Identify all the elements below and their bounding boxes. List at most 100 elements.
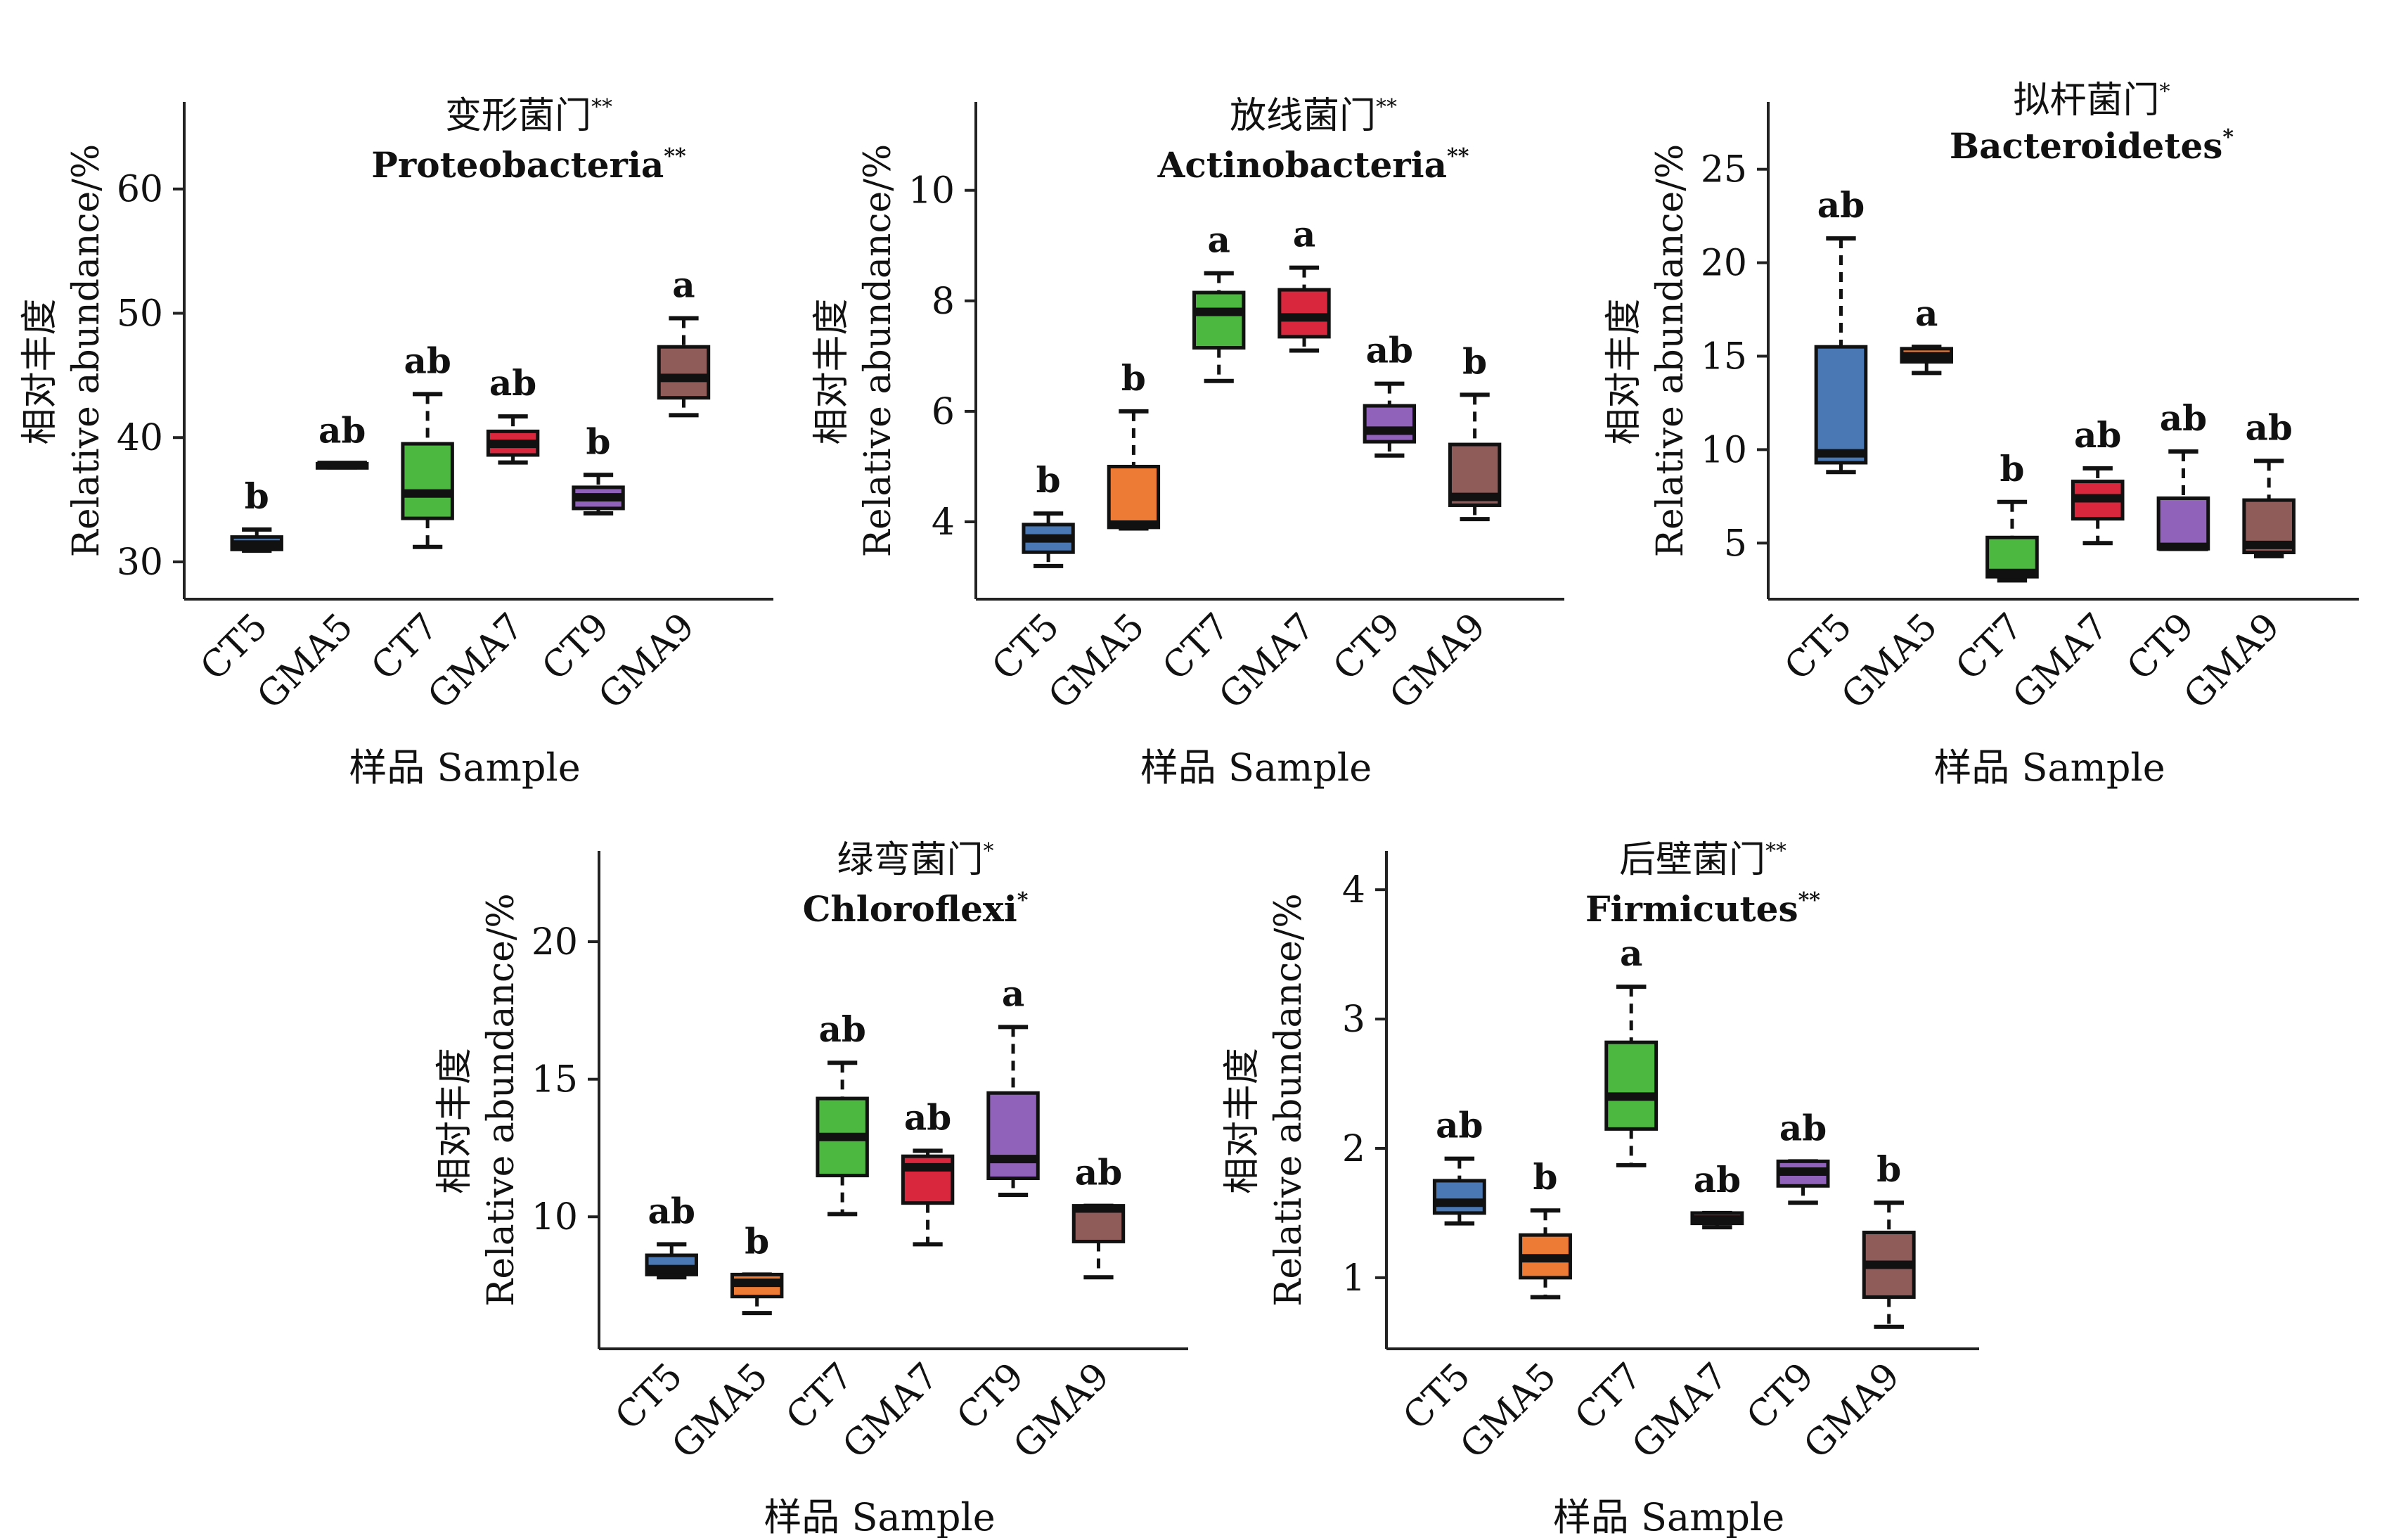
box-ct9: a [986, 973, 1040, 1197]
y-axis-title-en: Relative abundance/% [1268, 893, 1310, 1307]
box-ct9: ab [1776, 1107, 1830, 1205]
y-tick-label: 15 [1701, 335, 1747, 378]
box-body [1107, 464, 1161, 530]
box-gma7: ab [901, 1096, 955, 1247]
box-body [1604, 1040, 1659, 1131]
y-tick-label: 5 [1724, 523, 1747, 565]
box-ct5: b [1022, 459, 1075, 568]
x-tick-label: GMA5 [664, 1355, 775, 1467]
box-ct7: ab [816, 1008, 869, 1217]
x-tick-label: GMA9 [1005, 1355, 1117, 1467]
significance-letter: b [1533, 1156, 1558, 1198]
box-ct7: ab [401, 340, 454, 549]
significance-letter: a [1915, 293, 1938, 334]
box-gma7: a [1277, 214, 1331, 353]
significance-mark: ** [1765, 839, 1786, 864]
y-tick-label: 15 [532, 1059, 578, 1101]
panel-firmicutes: 1 2 3 4 Relative abundance/%相对丰度 后壁菌门** Firmic… [1221, 839, 1979, 1538]
box-body [1432, 1179, 1486, 1215]
y-axis-title-cn: 相对丰度 [434, 1048, 476, 1194]
x-tick-label: GMA7 [2004, 605, 2116, 717]
panel-title-en: Firmicutes** [1585, 888, 1820, 930]
y-tick-label: 60 [117, 169, 163, 211]
panel-title-en: Actinobacteria** [1157, 144, 1469, 186]
panel-title-cn: 拟杆菌门* [2013, 79, 2170, 122]
significance-mark: * [2160, 79, 2170, 104]
box-body [986, 1091, 1040, 1180]
box-ct5: b [230, 475, 283, 553]
significance-letter: a [1002, 973, 1024, 1014]
x-tick-label: GMA9 [2176, 605, 2288, 717]
significance-letter: ab [1779, 1107, 1827, 1148]
y-tick-label: 3 [1342, 999, 1365, 1041]
significance-mark: * [1017, 888, 1029, 913]
y-tick-label: 10 [908, 170, 955, 212]
significance-letter: ab [318, 409, 366, 451]
significance-letter: b [1121, 357, 1146, 399]
box-gma5: b [1107, 357, 1161, 531]
box-gma7: ab [486, 362, 540, 465]
x-tick-label: GMA5 [1041, 605, 1152, 717]
significance-letter: a [1208, 219, 1230, 261]
significance-letter: ab [1366, 330, 1413, 371]
significance-mark: ** [591, 95, 612, 120]
significance-letter: b [1462, 340, 1487, 382]
x-axis-title: 样品 Sample [349, 745, 580, 790]
y-tick-label: 10 [1701, 429, 1747, 471]
y-axis-title-en: Relative abundance/% [857, 144, 899, 558]
y-tick-label: 6 [932, 391, 955, 433]
x-axis-title: 样品 Sample [1553, 1495, 1784, 1538]
box-gma9: ab [2242, 406, 2296, 558]
x-tick-label: GMA5 [249, 605, 361, 717]
significance-letter: ab [1436, 1105, 1483, 1146]
box-gma7: ab [2071, 414, 2125, 546]
significance-mark: ** [1798, 888, 1821, 913]
box-gma5: a [1900, 293, 1954, 376]
x-tick-label: GMA7 [420, 605, 532, 717]
y-tick-label: 10 [532, 1196, 578, 1238]
x-tick-label: GMA9 [1796, 1355, 1908, 1467]
significance-mark: * [984, 839, 994, 864]
box-ct7: a [1192, 219, 1246, 383]
box-body [2156, 496, 2210, 551]
significance-mark: ** [1376, 95, 1397, 120]
significance-letter: a [1293, 214, 1315, 255]
x-tick-label: GMA5 [1453, 1355, 1564, 1467]
significance-letter: ab [489, 362, 536, 404]
significance-letter: ab [1075, 1152, 1122, 1193]
y-axis-title-en: Relative abundance/% [480, 893, 522, 1307]
significance-letter: b [1036, 459, 1061, 501]
y-axis-title-cn: 相对丰度 [19, 298, 61, 444]
y-axis-title-cn: 相对丰度 [811, 298, 853, 444]
significance-letter: ab [818, 1008, 865, 1050]
significance-letter: b [2000, 448, 2024, 489]
y-axis-title-en: Relative abundance/% [1649, 144, 1692, 558]
y-tick-label: 30 [117, 541, 163, 584]
x-tick-label: GMA7 [835, 1355, 946, 1467]
y-tick-label: 25 [1701, 149, 1747, 191]
significance-letter: ab [1694, 1159, 1741, 1200]
significance-letter: ab [648, 1190, 695, 1231]
significance-letter: ab [404, 340, 451, 381]
box-body [1363, 404, 1417, 444]
box-ct9: ab [2156, 397, 2210, 551]
box-body [401, 442, 454, 520]
panel-title-cn: 变形菌门** [445, 95, 612, 137]
box-gma5: ab [315, 409, 369, 470]
panel-title-en: Bacteroidetes* [1950, 125, 2234, 167]
significance-letter: b [586, 421, 611, 462]
box-body [657, 345, 711, 400]
significance-mark: ** [664, 144, 686, 169]
significance-letter: a [1620, 933, 1642, 974]
box-ct5: ab [1432, 1105, 1486, 1226]
y-tick-label: 50 [117, 293, 163, 335]
y-axis-title-cn: 相对丰度 [1221, 1048, 1263, 1194]
box-gma9: b [1448, 340, 1502, 522]
y-axis-title-cn: 相对丰度 [1603, 298, 1645, 444]
panel-title-en: Chloroflexi* [803, 888, 1029, 930]
box-gma9: ab [1071, 1152, 1126, 1280]
significance-mark: * [2222, 125, 2234, 150]
